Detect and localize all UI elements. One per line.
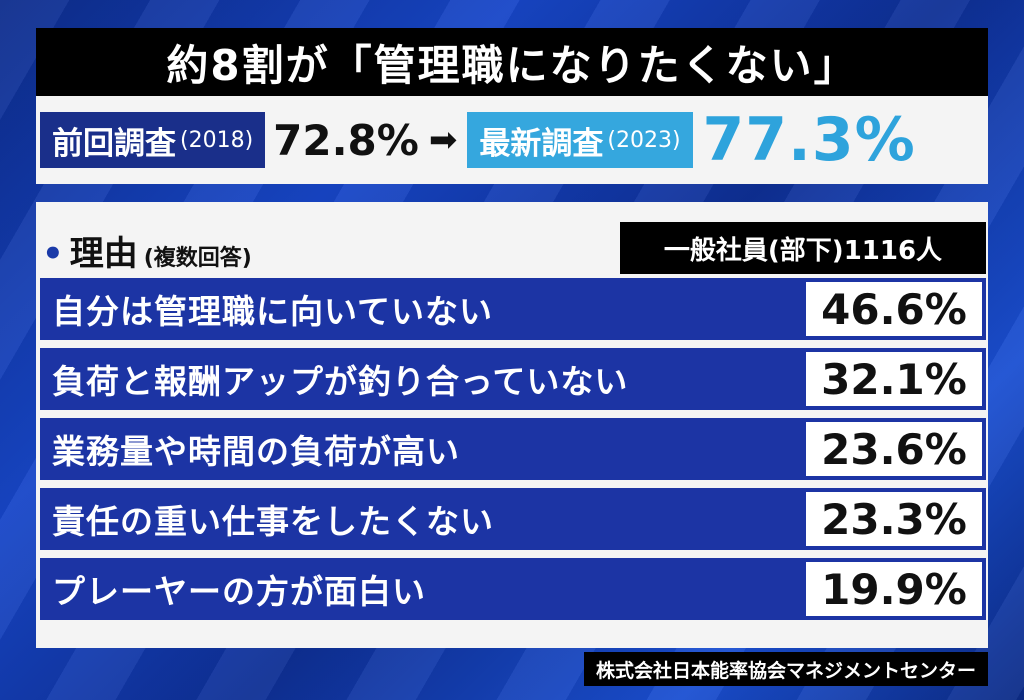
headline-bar: 約8割が「管理職になりたくない」 [36,28,988,96]
source-text: 株式会社日本能率協会マネジメントセンター [595,659,976,682]
reason-label: 自分は管理職に向いていない [52,292,494,331]
reason-value: 46.6% [806,282,982,336]
latest-survey-tag: 最新調査 (2023) [467,112,693,168]
reason-value: 32.1% [806,352,982,406]
source-credit: 株式会社日本能率協会マネジメントセンター [583,652,988,686]
reason-value: 19.9% [806,562,982,616]
reason-value: 23.3% [806,492,982,546]
respondents-badge: 一般社員(部下)1116人 [620,222,986,274]
reason-value: 23.6% [806,422,982,476]
reason-label: 責任の重い仕事をしたくない [52,502,494,541]
respondents-text: 一般社員(部下)1116人 [663,235,943,266]
table-row: 負荷と報酬アップが釣り合っていない 32.1% [40,348,986,410]
previous-survey-label: 前回調査 [52,125,176,162]
right-arrow-icon: ➡ [428,120,458,160]
previous-survey-value: 72.8% [273,115,419,165]
reasons-panel: • 理由 (複数回答) 一般社員(部下)1116人 自分は管理職に向いていない 4… [36,202,988,648]
previous-survey-year: (2018) [180,127,254,153]
latest-survey-value: 77.3% [702,105,916,175]
reason-label: 業務量や時間の負荷が高い [52,432,460,471]
table-row: プレーヤーの方が面白い 19.9% [40,558,986,620]
latest-survey-label: 最新調査 [479,125,604,162]
comparison-panel: 前回調査 (2018) 72.8% ➡ 最新調査 (2023) 77.3% [36,96,988,184]
reason-label: プレーヤーの方が面白い [52,572,426,611]
bullet-icon: • [42,234,64,274]
reasons-heading-text: 理由 [69,234,138,274]
latest-survey-year: (2023) [607,127,681,153]
reasons-heading: • 理由 (複数回答) [42,226,252,275]
table-row: 自分は管理職に向いていない 46.6% [40,278,986,340]
previous-survey-tag: 前回調査 (2018) [40,112,266,168]
table-row: 責任の重い仕事をしたくない 23.3% [40,488,986,550]
headline-title: 約8割が「管理職になりたくない」 [166,40,858,90]
table-row: 業務量や時間の負荷が高い 23.6% [40,418,986,480]
reasons-heading-sub: (複数回答) [143,246,252,271]
reason-label: 負荷と報酬アップが釣り合っていない [52,362,629,401]
